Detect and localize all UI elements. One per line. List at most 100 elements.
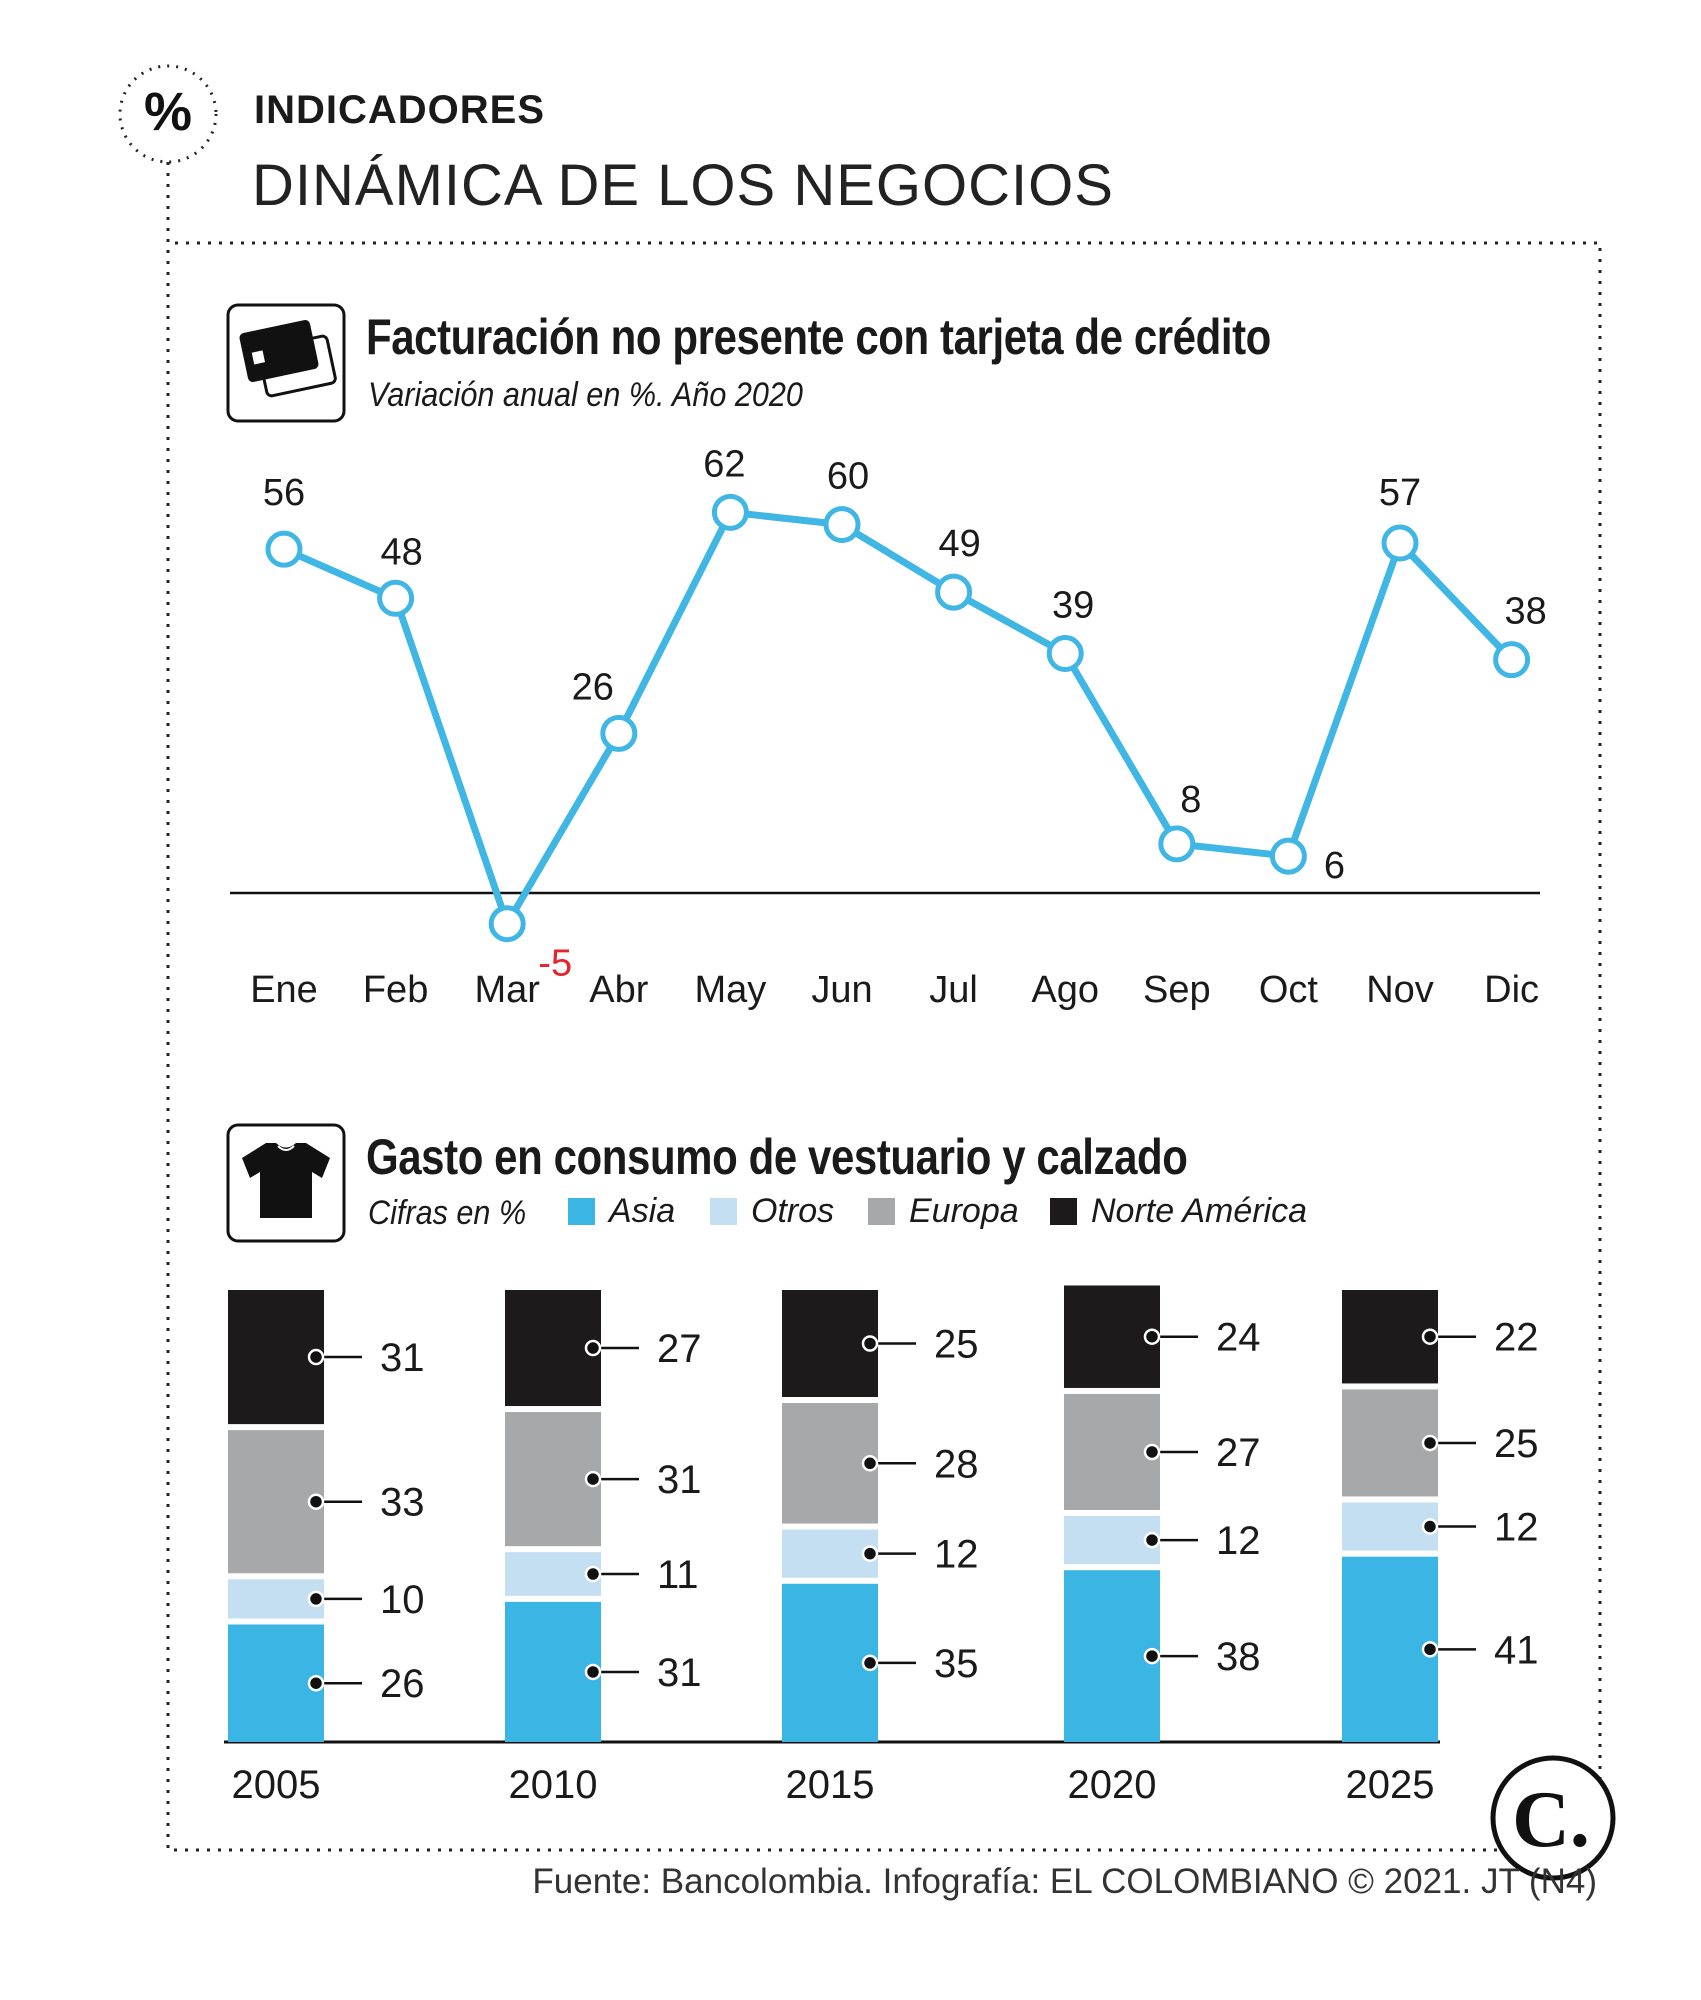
leader-dot: [1421, 1518, 1439, 1535]
data-label: 39: [1052, 585, 1094, 627]
data-label: 62: [703, 443, 745, 485]
x-tick-label: 2010: [509, 1763, 598, 1807]
x-tick-label: Jun: [811, 969, 872, 1011]
data-point: [488, 905, 526, 943]
segment-label: 31: [380, 1336, 425, 1380]
page-title: DINÁMICA DE LOS NEGOCIOS: [252, 153, 1114, 218]
legend-swatch-europa: [868, 1198, 895, 1225]
segment-label: 41: [1494, 1628, 1539, 1672]
dotted-frame: [166, 162, 1602, 1852]
data-point: [1158, 825, 1196, 863]
segment-label: 10: [380, 1578, 425, 1622]
leader-dot: [861, 1654, 879, 1672]
section-kicker: INDICADORES: [254, 88, 546, 132]
leader-dot: [1143, 1531, 1161, 1549]
x-tick-label: 2005: [232, 1763, 321, 1807]
leader-dot: [1421, 1641, 1439, 1658]
leader-dot: [584, 1339, 602, 1357]
data-point: [265, 530, 303, 568]
data-point: [1269, 837, 1307, 875]
segment-label: 27: [1216, 1431, 1261, 1475]
segment-label: 25: [934, 1323, 979, 1367]
data-label: 6: [1324, 845, 1345, 887]
data-point: [711, 493, 749, 531]
leader-dot: [861, 1455, 879, 1472]
data-label: 26: [572, 666, 614, 708]
credit-card-icon: [226, 303, 346, 423]
data-point: [1493, 641, 1531, 679]
segment-label: 31: [657, 1458, 702, 1502]
leader-dot: [584, 1565, 602, 1583]
data-label: 38: [1504, 591, 1546, 633]
leader-dot: [307, 1493, 325, 1510]
segment-label: 33: [380, 1481, 425, 1525]
data-point: [1381, 524, 1419, 562]
leader-dot: [1143, 1328, 1161, 1345]
segment-label: 26: [380, 1662, 425, 1706]
segment-label: 22: [1494, 1316, 1539, 1360]
leader-dot: [861, 1545, 879, 1562]
x-tick-label: Ago: [1031, 969, 1099, 1011]
x-tick-label: May: [695, 969, 767, 1011]
x-tick-label: Sep: [1143, 969, 1211, 1011]
leader-dot: [307, 1590, 325, 1608]
x-tick-label: Abr: [589, 969, 648, 1011]
segment-label: 12: [934, 1533, 979, 1577]
segment-label: 28: [934, 1442, 979, 1486]
legend-label-norte-america: Norte América: [1091, 1192, 1308, 1230]
x-tick-label: 2025: [1346, 1763, 1435, 1807]
data-label: 56: [263, 472, 305, 514]
segment-label: 12: [1216, 1519, 1261, 1563]
segment-label: 27: [657, 1327, 702, 1371]
bar-chart-subtitle: Cifras en %: [368, 1194, 527, 1232]
segment-label: 31: [657, 1651, 702, 1695]
segment-label: 12: [1494, 1506, 1539, 1550]
x-tick-label: Dic: [1484, 969, 1539, 1011]
segment-label: 24: [1216, 1316, 1261, 1360]
legend-label-europa: Europa: [909, 1192, 1019, 1230]
leader-dot: [1421, 1434, 1439, 1452]
series-line: [282, 508, 1515, 928]
data-label: 8: [1180, 779, 1201, 821]
segment-label: 35: [934, 1642, 979, 1686]
data-point: [1046, 635, 1084, 673]
segment-label: 38: [1216, 1635, 1261, 1679]
leader-dot: [1421, 1328, 1439, 1345]
leader-dot: [1143, 1647, 1161, 1665]
leader-dot: [307, 1674, 325, 1692]
x-tick-label: Oct: [1259, 969, 1319, 1011]
segment-label: 25: [1494, 1422, 1539, 1466]
bar-chart-title: Gasto en consumo de vestuario y calzado: [366, 1129, 1188, 1185]
leader-dot: [1143, 1443, 1161, 1461]
leader-dot: [584, 1470, 602, 1488]
legend-asia: Asia: [568, 1192, 675, 1231]
data-point: [823, 506, 861, 544]
legend-swatch-otros: [710, 1198, 737, 1225]
segment-label: 11: [657, 1553, 699, 1597]
el-colombiano-logo: C.: [1490, 1755, 1616, 1881]
x-tick-label: Ene: [250, 969, 318, 1011]
legend-otros: Otros: [710, 1192, 834, 1231]
source-credit: Fuente: Bancolombia. Infografía: EL COLO…: [532, 1862, 1597, 1901]
legend-swatch-norte-america: [1050, 1198, 1077, 1225]
badge-ring: [118, 64, 218, 164]
data-point: [377, 579, 415, 617]
x-tick-label: 2015: [786, 1763, 875, 1807]
svg-text:C.: C.: [1512, 1776, 1590, 1864]
line-chart-title: Facturación no presente con tarjeta de c…: [366, 309, 1271, 365]
t-shirt-icon: [226, 1123, 346, 1243]
data-label: 60: [827, 456, 869, 498]
data-point: [600, 714, 638, 752]
x-tick-label: Jul: [929, 969, 978, 1011]
data-label: -5: [538, 943, 572, 985]
x-tick-label: Mar: [474, 969, 540, 1011]
legend-europa: Europa: [868, 1192, 1019, 1231]
x-tick-label: Feb: [363, 969, 428, 1011]
percent-icon: %: [144, 82, 192, 142]
x-tick-label: 2020: [1068, 1763, 1157, 1807]
leader-dot: [861, 1335, 879, 1352]
x-tick-label: Nov: [1366, 969, 1434, 1011]
